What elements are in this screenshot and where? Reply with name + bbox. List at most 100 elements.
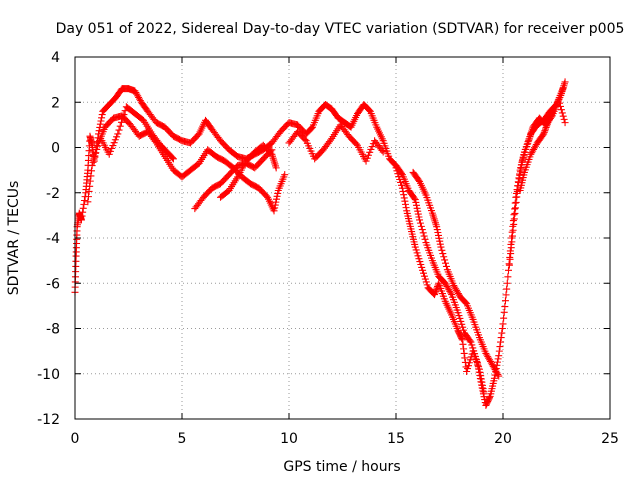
data-point xyxy=(411,196,419,204)
data-point xyxy=(431,289,439,297)
data-point xyxy=(106,147,114,155)
data-point xyxy=(413,204,421,212)
data-point xyxy=(460,326,468,334)
data-point xyxy=(274,189,282,197)
data-point xyxy=(415,213,423,221)
data-point xyxy=(87,172,95,180)
data-point xyxy=(415,255,423,263)
data-point xyxy=(509,226,517,234)
data-point xyxy=(496,343,504,351)
data-point xyxy=(475,365,483,373)
data-point xyxy=(512,204,520,212)
data-point xyxy=(98,111,106,119)
data-point xyxy=(503,279,511,287)
data-point xyxy=(556,102,564,110)
data-point xyxy=(502,291,510,299)
data-point xyxy=(440,253,448,261)
data-point xyxy=(541,125,549,133)
data-point xyxy=(91,152,99,160)
data-point xyxy=(400,191,408,199)
data-point xyxy=(559,112,567,120)
data-point xyxy=(494,355,502,363)
x-tick-label: 5 xyxy=(178,431,187,447)
data-point xyxy=(458,320,466,328)
data-point xyxy=(495,372,503,380)
data-point xyxy=(113,133,121,141)
data-point xyxy=(393,167,401,175)
data-point xyxy=(413,249,421,257)
data-point xyxy=(79,208,87,216)
data-point xyxy=(396,175,404,183)
data-point xyxy=(457,317,465,325)
data-point xyxy=(93,145,101,153)
data-point xyxy=(363,154,371,162)
data-point xyxy=(456,314,464,322)
data-point xyxy=(414,210,422,218)
data-point xyxy=(508,238,516,246)
data-point xyxy=(504,273,512,281)
data-point xyxy=(465,359,473,367)
data-point xyxy=(86,182,94,190)
data-point xyxy=(498,325,506,332)
data-point xyxy=(272,198,280,206)
data-point xyxy=(507,244,515,252)
data-point xyxy=(506,255,514,263)
data-point xyxy=(411,243,419,251)
data-point xyxy=(477,372,485,380)
data-point xyxy=(96,120,104,128)
data-point xyxy=(460,345,468,353)
data-point xyxy=(501,303,509,311)
data-point xyxy=(521,148,529,156)
x-axis-label: GPS time / hours xyxy=(283,459,400,475)
x-tick-label: 25 xyxy=(601,431,619,447)
y-tick-label: -2 xyxy=(46,186,60,202)
data-point xyxy=(98,114,106,122)
data-point xyxy=(84,193,92,201)
data-point xyxy=(115,126,123,134)
data-point xyxy=(421,275,429,283)
data-point xyxy=(77,216,85,224)
data-point xyxy=(460,349,468,357)
data-point xyxy=(476,368,484,376)
data-point xyxy=(432,286,440,294)
data-point xyxy=(497,334,505,342)
data-point xyxy=(89,158,97,166)
data-point xyxy=(459,323,467,331)
data-point xyxy=(416,258,424,266)
data-point xyxy=(479,381,487,389)
data-point xyxy=(399,187,407,195)
data-point xyxy=(410,194,418,202)
data-point xyxy=(301,135,309,143)
x-tick-label: 15 xyxy=(387,431,405,447)
data-point xyxy=(524,140,532,148)
data-point xyxy=(117,118,125,126)
data-point xyxy=(395,173,403,181)
data-point xyxy=(486,394,494,402)
data-point xyxy=(468,341,476,349)
data-point xyxy=(364,151,372,159)
data-point xyxy=(367,145,375,153)
data-point xyxy=(454,309,462,317)
data-point xyxy=(114,130,122,138)
data-point xyxy=(414,252,422,260)
data-point xyxy=(461,354,469,362)
data-point xyxy=(467,338,475,346)
chart-title: Day 051 of 2022, Sidereal Day-to-day VTE… xyxy=(56,21,625,37)
data-point xyxy=(120,111,128,119)
data-point xyxy=(416,216,424,224)
data-point xyxy=(433,226,441,234)
data-point xyxy=(419,266,427,274)
data-point xyxy=(80,200,88,208)
data-point xyxy=(503,285,511,293)
data-point xyxy=(436,240,444,248)
data-point xyxy=(463,367,471,375)
data-point xyxy=(433,223,441,231)
data-point xyxy=(541,127,549,135)
data-point xyxy=(80,197,88,205)
data-point xyxy=(271,204,279,212)
data-point xyxy=(418,263,426,271)
data-point xyxy=(495,347,503,355)
data-point xyxy=(402,204,410,212)
data-point xyxy=(511,209,519,217)
